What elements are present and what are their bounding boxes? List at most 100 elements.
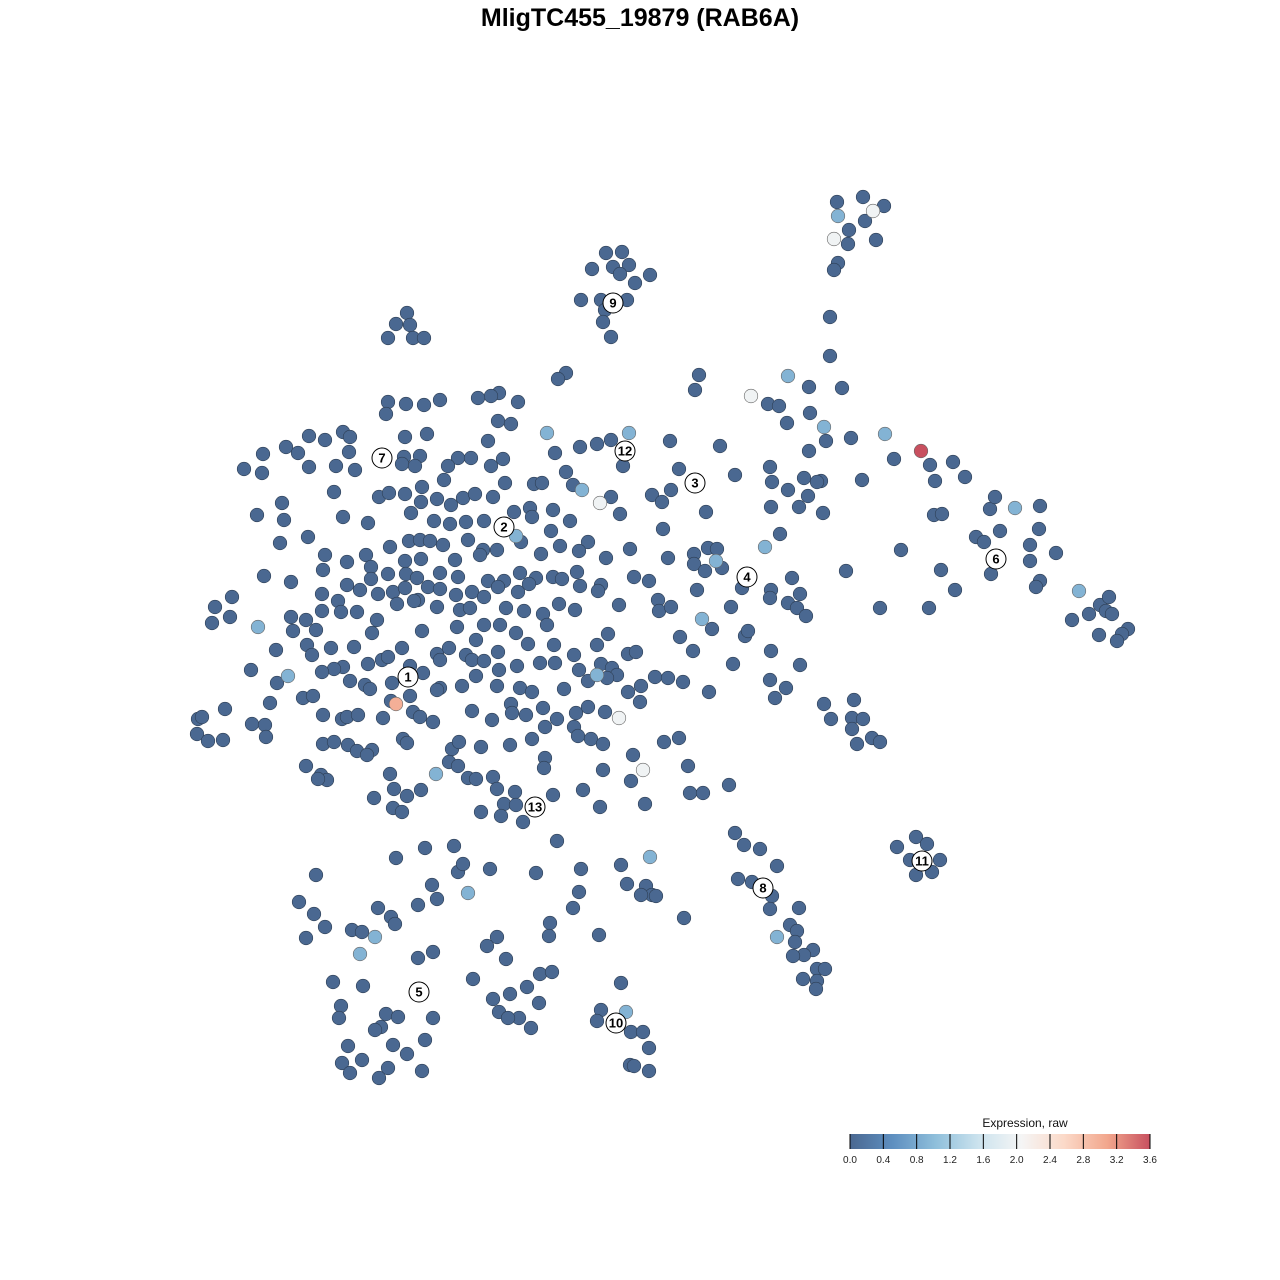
data-point-expressed [865,203,881,219]
data-point [919,836,935,852]
data-point [721,777,737,793]
data-point [554,571,570,587]
data-point [854,472,870,488]
data-point [689,582,705,598]
data-point [290,445,306,461]
data-point [367,1022,383,1038]
data-point [490,644,506,660]
data-point [354,924,370,940]
data-point [380,649,396,665]
data-point [387,916,403,932]
data-point [927,473,943,489]
data-point [333,604,349,620]
data-point-expressed [635,762,651,778]
data-point [354,1052,370,1068]
data-point [334,1055,350,1071]
data-point [254,465,270,481]
data-point [515,814,531,830]
data-point [342,1065,358,1081]
data-point [872,734,888,750]
cluster-label-badge [614,440,636,462]
data-point [568,705,584,721]
data-point [589,1013,605,1029]
data-point [389,596,405,612]
data-point [363,559,379,575]
data-point [600,626,616,642]
data-point [547,445,563,461]
data-point [662,433,678,449]
data-point [627,275,643,291]
data-point [340,1038,356,1054]
data-point [426,513,442,529]
data-point [976,534,992,550]
data-point [300,529,316,545]
data-point [509,658,525,674]
data-point [1091,627,1107,643]
cluster-label-badge [752,877,774,899]
data-point [889,839,905,855]
cluster-label: 4 [743,570,751,585]
data-point [429,491,445,507]
data-point [584,261,600,277]
legend-tick-label: 0.0 [843,1155,857,1166]
data-point [200,733,216,749]
data-point [257,717,273,733]
data-point [440,458,456,474]
data-point [326,734,342,750]
data-point [276,512,292,528]
data-point [308,867,324,883]
data-point [518,707,534,723]
data-point [298,612,314,628]
data-point [767,690,783,706]
data-point [510,584,526,600]
data-point [792,586,808,602]
data-point [655,521,671,537]
data-point [512,680,528,696]
cluster-label-badge [493,516,515,538]
data-point [603,489,619,505]
data-point [308,622,324,638]
data-point [301,428,317,444]
data-point [409,570,425,586]
data-point [492,617,508,633]
data-point [402,688,418,704]
data-point [465,971,481,987]
data-point-expressed [757,539,773,555]
cluster-label: 11 [915,854,929,869]
cluster-label-badge [605,1012,627,1034]
data-point [298,930,314,946]
data-point [551,596,567,612]
data-point [342,429,358,445]
data-point [222,609,238,625]
data-point [450,758,466,774]
data-point [363,571,379,587]
data-point [663,599,679,615]
data-point [595,314,611,330]
data-point [414,1063,430,1079]
data-point [410,897,426,913]
data-point [473,739,489,755]
data-point-expressed [743,388,759,404]
data-point [623,773,639,789]
data-point [385,584,401,600]
data-point [436,472,452,488]
cluster-label-badge [985,548,1007,570]
data-point [660,550,676,566]
data-point [399,305,415,321]
cluster-label: 13 [528,800,542,815]
data-point [424,877,440,893]
data-point [416,397,432,413]
data-point [413,551,429,567]
data-point [855,189,871,205]
data-point [342,673,358,689]
data-point [947,582,963,598]
data-point [632,694,648,710]
legend-tick-label: 2.4 [1043,1155,1057,1166]
data-point [727,825,743,841]
data-point [549,711,565,727]
data-point [736,837,752,853]
data-point [528,865,544,881]
data-point [701,684,717,700]
data-point [410,950,426,966]
data-point [762,901,778,917]
